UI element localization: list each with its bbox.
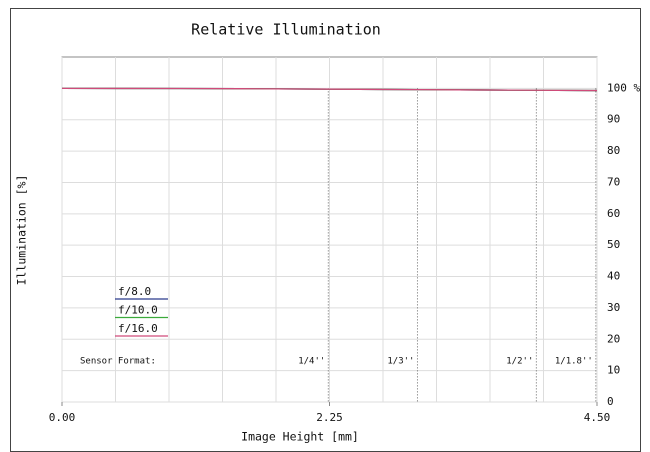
y-tick-label: 30 (607, 301, 620, 314)
y-tick-label: 60 (607, 207, 620, 220)
sensor-format-name: 1/4'' (298, 357, 325, 367)
y-tick-label: 80 (607, 144, 620, 157)
y-tick-label: 40 (607, 270, 620, 283)
sensor-format-name: 1/1.8'' (555, 357, 593, 367)
legend-label: f/16.0 (118, 322, 158, 335)
x-axis-label: Image Height [mm] (241, 430, 359, 444)
chart-title: Relative Illumination (191, 21, 381, 39)
x-tick-label: 4.50 (584, 411, 611, 424)
sensor-format-name: 1/2'' (506, 357, 533, 367)
y-tick-label: 90 (607, 113, 620, 126)
y-tick-label: 0 (607, 395, 614, 408)
sensor-format-name: 1/3'' (387, 357, 414, 367)
legend-label: f/8.0 (118, 285, 151, 298)
y-tick-label: 70 (607, 175, 620, 188)
y-tick-label: 50 (607, 238, 620, 251)
series-line (61, 87, 598, 92)
y-tick-label: 10 (607, 364, 620, 377)
y-tick-label: 20 (607, 332, 620, 345)
y-tick-label: 100 % (607, 81, 640, 94)
x-tick-label: 2.25 (316, 411, 343, 424)
sensor-format-label: Sensor Format: (80, 357, 156, 367)
y-axis-label: Illumination [%] (15, 175, 29, 286)
legend-label: f/10.0 (118, 304, 158, 317)
x-tick-label: 0.00 (49, 411, 76, 424)
